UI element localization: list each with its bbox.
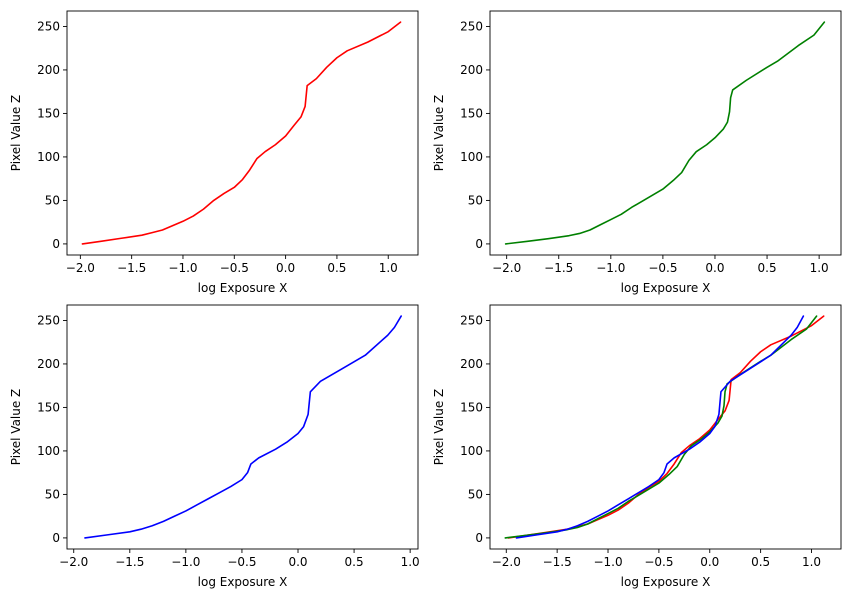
x-tick-label: −0.5 <box>227 555 256 569</box>
series-line-1 <box>81 21 402 245</box>
y-axis-label: Pixel Value Z <box>9 389 23 466</box>
x-tick-label: −1.5 <box>543 555 572 569</box>
x-tick-label: −1.0 <box>596 261 625 275</box>
subplot-top-right: −2.0 −1.5 −1.0 −0.5 0.0 0.5 1.0 0 50 100 150 200 250… <box>432 10 842 295</box>
y-tick-label: 50 <box>468 487 483 501</box>
y-tick-label: 250 <box>460 313 483 327</box>
series-line-1 <box>84 315 402 539</box>
plot-frame <box>66 304 419 550</box>
x-tick-label: −2.0 <box>492 261 521 275</box>
series-line-1 <box>504 21 826 245</box>
x-axis-label: log Exposure X <box>198 575 288 589</box>
series-line-2 <box>504 315 818 539</box>
y-tick-label: 200 <box>460 357 483 371</box>
x-tick-label: −1.0 <box>168 261 197 275</box>
x-axis-label: log Exposure X <box>198 281 288 295</box>
plot-frame <box>489 10 842 256</box>
y-tick-label: 250 <box>460 19 483 33</box>
x-tick-label: −2.0 <box>66 261 95 275</box>
x-tick-label: 1.0 <box>401 555 420 569</box>
y-tick-label: 0 <box>475 531 483 545</box>
subplot-top-left: −2.0 −1.5 −1.0 −0.5 0.0 0.5 1.0 0 50 100 150 200 250… <box>9 10 419 295</box>
x-axis-label: log Exposure X <box>621 575 711 589</box>
x-tick-label: 1.0 <box>379 261 398 275</box>
subplot-bottom-right: −2.0 −1.5 −1.0 −0.5 0.0 0.5 1.0 0 50 100 150 200 250… <box>432 304 842 589</box>
y-tick-label: 150 <box>37 106 60 120</box>
y-tick-label: 50 <box>45 487 60 501</box>
x-tick-label: 0.5 <box>751 555 770 569</box>
plot-frame <box>489 304 842 550</box>
x-tick-label: −0.5 <box>220 261 249 275</box>
y-tick-label: 250 <box>37 313 60 327</box>
y-tick-label: 250 <box>37 19 60 33</box>
x-tick-label: 0.0 <box>288 555 307 569</box>
y-tick-label: 100 <box>37 150 60 164</box>
x-tick-label: 0.5 <box>345 555 364 569</box>
y-axis-label: Pixel Value Z <box>432 95 446 172</box>
x-tick-label: 0.0 <box>705 261 724 275</box>
y-tick-label: 50 <box>468 193 483 207</box>
y-tick-label: 200 <box>37 63 60 77</box>
x-tick-label: 0.5 <box>327 261 346 275</box>
x-axis-label: log Exposure X <box>621 281 711 295</box>
series-line-3 <box>515 315 805 539</box>
x-tick-label: −1.0 <box>171 555 200 569</box>
x-tick-label: −0.5 <box>648 261 677 275</box>
x-tick-label: −1.5 <box>117 261 146 275</box>
plot-frame <box>66 10 419 256</box>
x-tick-label: 0.5 <box>758 261 777 275</box>
x-tick-label: −2.0 <box>492 555 521 569</box>
y-tick-label: 150 <box>460 106 483 120</box>
y-tick-label: 0 <box>52 531 60 545</box>
x-tick-label: 1.0 <box>810 261 829 275</box>
x-tick-label: 0.0 <box>700 555 719 569</box>
x-tick-label: −1.5 <box>544 261 573 275</box>
x-tick-label: −1.0 <box>593 555 622 569</box>
x-tick-label: −0.5 <box>644 555 673 569</box>
y-tick-label: 150 <box>37 400 60 414</box>
x-tick-label: 0.0 <box>276 261 295 275</box>
x-tick-label: 1.0 <box>802 555 821 569</box>
x-tick-label: −1.5 <box>115 555 144 569</box>
y-tick-label: 100 <box>37 444 60 458</box>
y-tick-label: 200 <box>460 63 483 77</box>
y-tick-label: 100 <box>460 444 483 458</box>
y-axis-label: Pixel Value Z <box>9 95 23 172</box>
y-tick-label: 200 <box>37 357 60 371</box>
y-tick-label: 150 <box>460 400 483 414</box>
y-tick-label: 100 <box>460 150 483 164</box>
y-axis-label: Pixel Value Z <box>432 389 446 466</box>
y-tick-label: 0 <box>475 237 483 251</box>
y-tick-label: 50 <box>45 193 60 207</box>
y-tick-label: 0 <box>52 237 60 251</box>
subplot-bottom-left: −2.0 −1.5 −1.0 −0.5 0.0 0.5 1.0 0 50 100 150 200 250… <box>9 304 420 589</box>
x-tick-label: −2.0 <box>59 555 88 569</box>
